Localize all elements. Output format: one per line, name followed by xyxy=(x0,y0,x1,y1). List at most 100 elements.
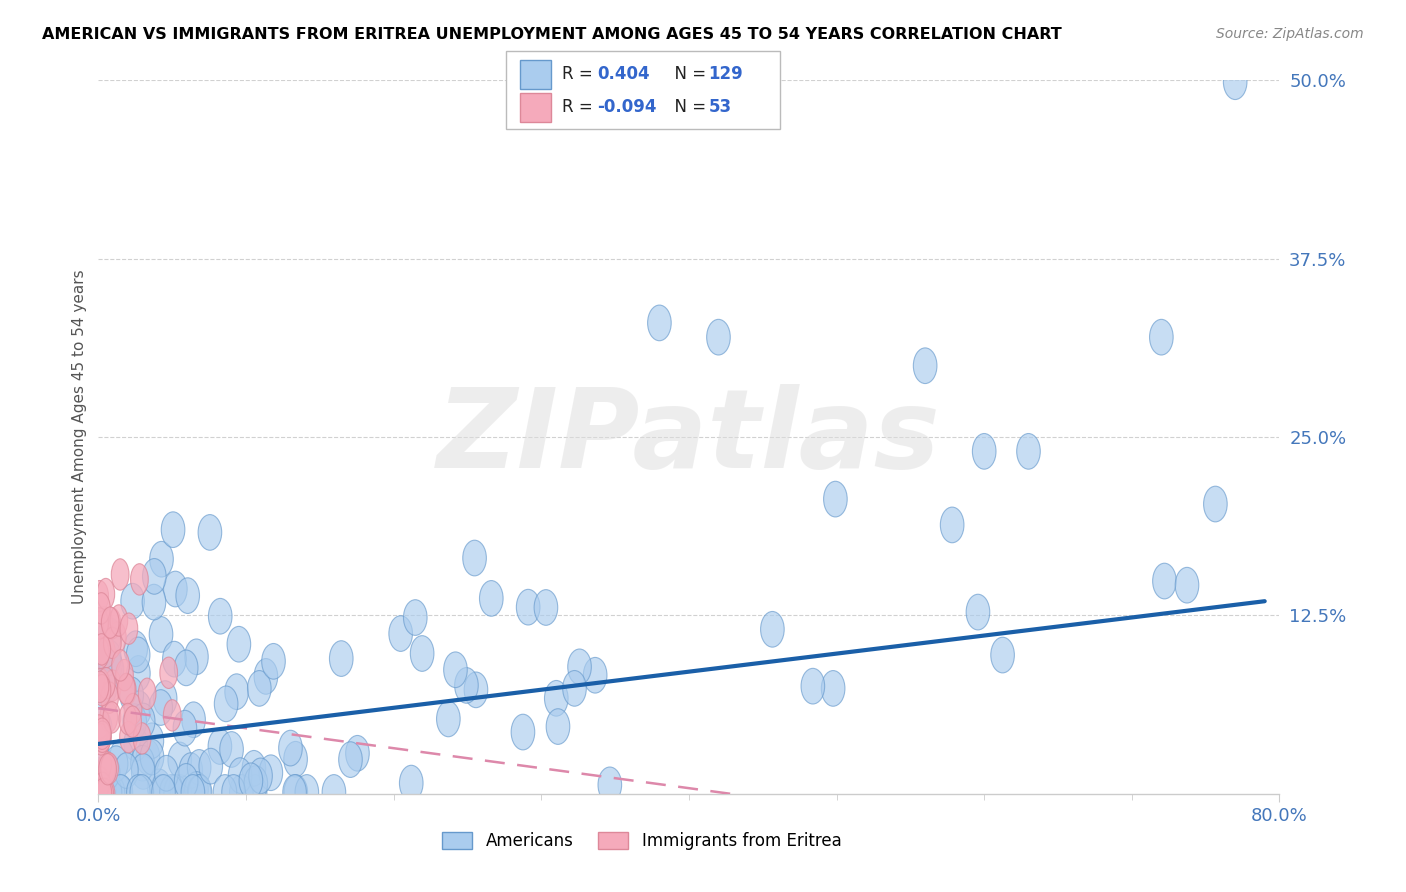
Ellipse shape xyxy=(120,613,138,644)
Ellipse shape xyxy=(249,758,273,794)
Ellipse shape xyxy=(222,774,246,810)
Ellipse shape xyxy=(127,656,150,691)
Text: Source: ZipAtlas.com: Source: ZipAtlas.com xyxy=(1216,27,1364,41)
Ellipse shape xyxy=(96,778,114,810)
Ellipse shape xyxy=(583,657,607,693)
Text: R =: R = xyxy=(562,65,599,83)
Ellipse shape xyxy=(120,677,143,713)
Ellipse shape xyxy=(124,726,148,762)
Ellipse shape xyxy=(1153,563,1177,599)
Ellipse shape xyxy=(129,774,153,810)
Ellipse shape xyxy=(914,348,936,384)
Ellipse shape xyxy=(101,753,118,784)
Ellipse shape xyxy=(90,747,114,782)
Ellipse shape xyxy=(131,703,155,739)
Ellipse shape xyxy=(242,750,266,786)
Ellipse shape xyxy=(149,541,173,577)
Ellipse shape xyxy=(115,659,134,690)
Text: ZIPatlas: ZIPatlas xyxy=(437,384,941,491)
Ellipse shape xyxy=(104,670,121,701)
Ellipse shape xyxy=(89,672,111,707)
Ellipse shape xyxy=(93,721,111,753)
Ellipse shape xyxy=(108,774,131,810)
Ellipse shape xyxy=(174,650,198,686)
Ellipse shape xyxy=(188,774,212,810)
Ellipse shape xyxy=(97,778,115,810)
Ellipse shape xyxy=(174,764,198,799)
Ellipse shape xyxy=(163,699,181,731)
Ellipse shape xyxy=(94,772,111,804)
Ellipse shape xyxy=(100,651,124,687)
Ellipse shape xyxy=(124,693,142,725)
Ellipse shape xyxy=(141,723,163,758)
Ellipse shape xyxy=(97,640,121,675)
Ellipse shape xyxy=(153,681,177,716)
Legend: Americans, Immigrants from Eritrea: Americans, Immigrants from Eritrea xyxy=(436,825,848,857)
Ellipse shape xyxy=(94,778,111,810)
Ellipse shape xyxy=(173,710,197,746)
Ellipse shape xyxy=(208,729,232,764)
Ellipse shape xyxy=(187,749,211,785)
Ellipse shape xyxy=(111,558,129,591)
Ellipse shape xyxy=(1223,64,1247,100)
Ellipse shape xyxy=(228,758,252,794)
Ellipse shape xyxy=(93,674,111,706)
Ellipse shape xyxy=(101,681,118,714)
Ellipse shape xyxy=(568,649,592,685)
Ellipse shape xyxy=(93,718,111,749)
Ellipse shape xyxy=(94,607,112,638)
Ellipse shape xyxy=(104,627,121,658)
Ellipse shape xyxy=(111,649,129,681)
Ellipse shape xyxy=(110,739,134,774)
Ellipse shape xyxy=(149,774,173,810)
Ellipse shape xyxy=(121,583,145,619)
Ellipse shape xyxy=(284,774,308,810)
Ellipse shape xyxy=(707,319,730,355)
Ellipse shape xyxy=(110,774,132,810)
Ellipse shape xyxy=(254,658,278,694)
Ellipse shape xyxy=(454,667,478,703)
Ellipse shape xyxy=(93,721,111,753)
Ellipse shape xyxy=(346,735,370,771)
Ellipse shape xyxy=(648,305,671,341)
Text: AMERICAN VS IMMIGRANTS FROM ERITREA UNEMPLOYMENT AMONG AGES 45 TO 54 YEARS CORRE: AMERICAN VS IMMIGRANTS FROM ERITREA UNEM… xyxy=(42,27,1062,42)
Ellipse shape xyxy=(127,637,150,673)
Ellipse shape xyxy=(160,657,177,689)
Ellipse shape xyxy=(198,748,222,784)
Ellipse shape xyxy=(284,741,308,777)
Ellipse shape xyxy=(160,774,183,810)
Ellipse shape xyxy=(110,605,128,636)
Ellipse shape xyxy=(149,616,173,652)
Ellipse shape xyxy=(322,774,346,810)
Ellipse shape xyxy=(127,774,150,810)
Ellipse shape xyxy=(91,581,108,612)
Ellipse shape xyxy=(134,723,150,754)
Ellipse shape xyxy=(187,774,211,810)
Ellipse shape xyxy=(546,709,569,745)
Ellipse shape xyxy=(108,774,132,810)
Ellipse shape xyxy=(96,754,120,789)
Ellipse shape xyxy=(598,767,621,803)
Ellipse shape xyxy=(131,754,155,789)
Ellipse shape xyxy=(120,722,138,753)
Ellipse shape xyxy=(163,571,187,607)
Ellipse shape xyxy=(142,584,166,620)
Ellipse shape xyxy=(941,507,965,542)
Ellipse shape xyxy=(389,615,412,651)
Ellipse shape xyxy=(97,618,121,654)
Ellipse shape xyxy=(97,636,115,668)
Ellipse shape xyxy=(97,578,115,610)
Ellipse shape xyxy=(91,715,110,747)
Ellipse shape xyxy=(225,673,249,709)
Ellipse shape xyxy=(1204,486,1227,522)
Text: 0.404: 0.404 xyxy=(598,65,650,83)
Ellipse shape xyxy=(534,590,558,625)
Ellipse shape xyxy=(163,641,186,677)
Ellipse shape xyxy=(198,515,222,550)
Ellipse shape xyxy=(214,774,236,810)
Ellipse shape xyxy=(966,594,990,630)
Ellipse shape xyxy=(91,668,110,700)
Ellipse shape xyxy=(118,674,136,706)
Ellipse shape xyxy=(516,590,540,625)
Ellipse shape xyxy=(124,706,142,738)
